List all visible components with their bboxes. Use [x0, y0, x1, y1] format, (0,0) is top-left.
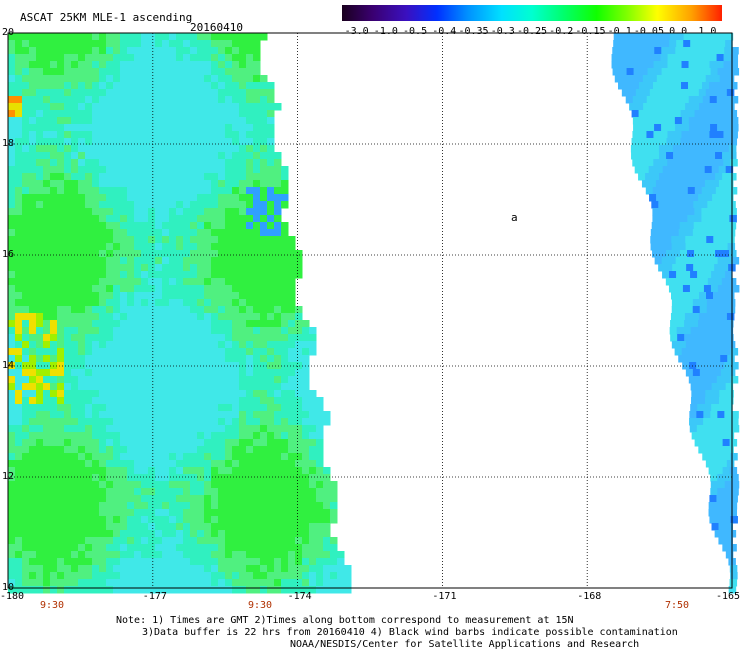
storm-marker: a — [511, 211, 518, 224]
wind-swath-field — [8, 33, 740, 594]
product-date: 20160410 — [190, 21, 243, 34]
colorbar-tick-label: -1.0 — [373, 26, 398, 37]
colorbar-tick-label: 1.0 — [698, 26, 717, 37]
map-frame — [7, 32, 733, 589]
lon-tick-label: -177 — [142, 591, 167, 602]
colorbar-tick-label: -0.25 — [516, 26, 548, 37]
lon-tick-label: -168 — [577, 591, 602, 602]
colorbar-tick-label: -0.5 — [403, 26, 428, 37]
lat-tick-label: 20 — [2, 27, 15, 38]
colorbar-tick-label: -0.15 — [575, 26, 606, 37]
colorbar-tick-label: -0.35 — [458, 26, 489, 37]
product-title: ASCAT 25KM MLE-1 ascending — [20, 11, 193, 24]
note-line-3: NOAA/NESDIS/Center for Satellite Applica… — [290, 639, 640, 650]
lat-tick-label: 16 — [2, 249, 15, 260]
lon-tick-label: -180 — [0, 591, 25, 602]
colorbar-tick-label: 0.0 — [669, 26, 688, 37]
colorbar-gradient — [342, 5, 722, 21]
swath-time-2: 9:30 — [248, 600, 273, 611]
lat-tick-label: 12 — [2, 471, 15, 482]
note-line-1: Note: 1) Times are GMT 2)Times along bot… — [116, 615, 574, 626]
colorbar-tick-label: -0.2 — [549, 26, 574, 37]
colorbar-tick-label: -0.3 — [490, 26, 515, 37]
colorbar-tick-label: -0.1 — [607, 26, 632, 37]
swath-time-3: 7:50 — [665, 600, 690, 611]
lat-tick-label: 14 — [2, 360, 15, 371]
lon-tick-label: -174 — [287, 591, 312, 602]
note-line-2: 3)Data buffer is 22 hrs from 20160410 4)… — [142, 627, 678, 638]
swath-time-1: 9:30 — [40, 600, 65, 611]
lon-tick-label: -165 — [716, 591, 740, 602]
lon-tick-label: -171 — [432, 591, 457, 602]
lat-tick-label: 10 — [2, 582, 15, 593]
colorbar-labels: -3.0 -1.0 -0.5 -0.4 -0.35 -0.3 -0.25 -0.2 -0.15-… — [0, 0, 740, 40]
colorbar-tick-label: -0.05 — [633, 26, 664, 37]
colorbar-tick-label: -3.0 — [344, 26, 369, 37]
colorbar — [342, 5, 722, 21]
colorbar-tick-label: -0.4 — [432, 26, 457, 37]
lat-tick-label: 18 — [2, 138, 15, 149]
